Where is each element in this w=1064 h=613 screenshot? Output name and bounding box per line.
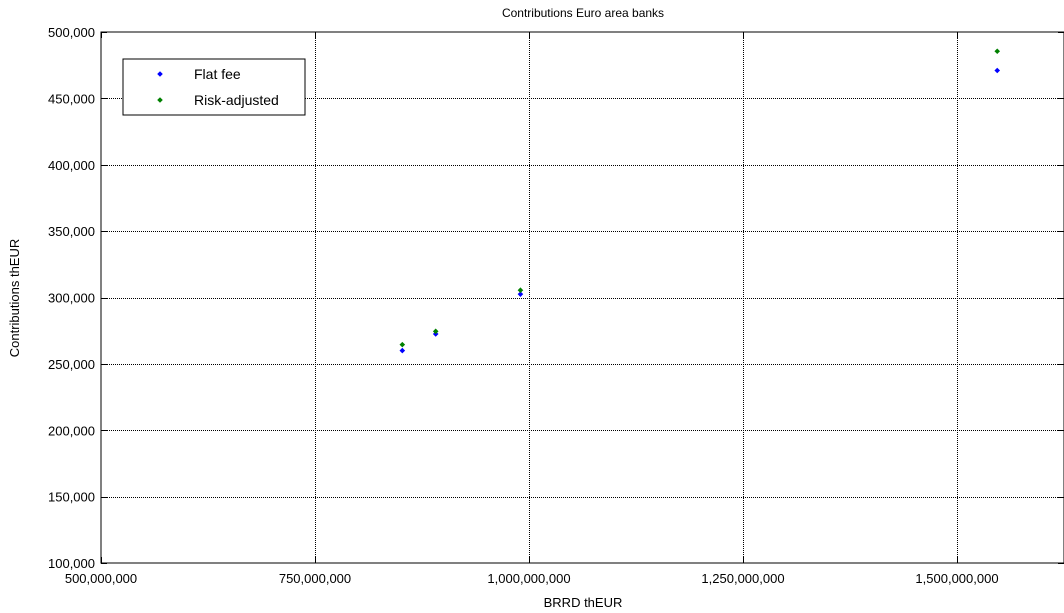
flat-fee-point	[517, 291, 524, 297]
x-tick-label: 1,500,000,000	[915, 571, 998, 586]
flat-fee-point	[399, 347, 406, 354]
x-axis-title: BRRD thEUR	[544, 595, 623, 610]
flat-fee-point	[994, 67, 1001, 74]
y-tick-label: 300,000	[48, 291, 95, 306]
y-tick-label: 150,000	[48, 490, 95, 505]
risk-adjusted-point	[399, 341, 406, 348]
y-tick-label: 250,000	[48, 357, 95, 372]
y-tick-label: 200,000	[48, 423, 95, 438]
legend-label: Flat fee	[194, 66, 241, 82]
plot-frame	[100, 31, 1064, 564]
chart-title: Contributions Euro area banks	[502, 6, 664, 20]
y-tick-label: 400,000	[48, 158, 95, 173]
y-tick-label: 350,000	[48, 224, 95, 239]
legend-box	[122, 58, 306, 116]
x-tick-label: 500,000,000	[65, 571, 137, 586]
legend-label: Risk-adjusted	[194, 92, 279, 108]
x-tick-label: 1,250,000,000	[701, 571, 784, 586]
legend: Flat fee Risk-adjusted	[122, 58, 306, 116]
data-points	[399, 48, 1001, 354]
legend-marker	[157, 97, 163, 103]
legend-marker	[157, 71, 163, 77]
x-tick-labels: 500,000,000 750,000,000 1,000,000,000 1,250…	[65, 571, 999, 586]
y-tick-labels: 100,000 150,000 200,000 250,000 300,000 350,0…	[48, 25, 95, 571]
x-tick-label: 1,000,000,000	[487, 571, 570, 586]
risk-adjusted-point	[994, 48, 1001, 55]
y-tick-label: 500,000	[48, 25, 95, 40]
y-axis-title: Contributions thEUR	[7, 239, 22, 358]
risk-adjusted-point	[432, 328, 439, 335]
risk-adjusted-point	[517, 287, 524, 293]
y-tick-label: 450,000	[48, 91, 95, 106]
x-tick-label: 750,000,000	[279, 571, 351, 586]
y-tick-label: 100,000	[48, 556, 95, 571]
